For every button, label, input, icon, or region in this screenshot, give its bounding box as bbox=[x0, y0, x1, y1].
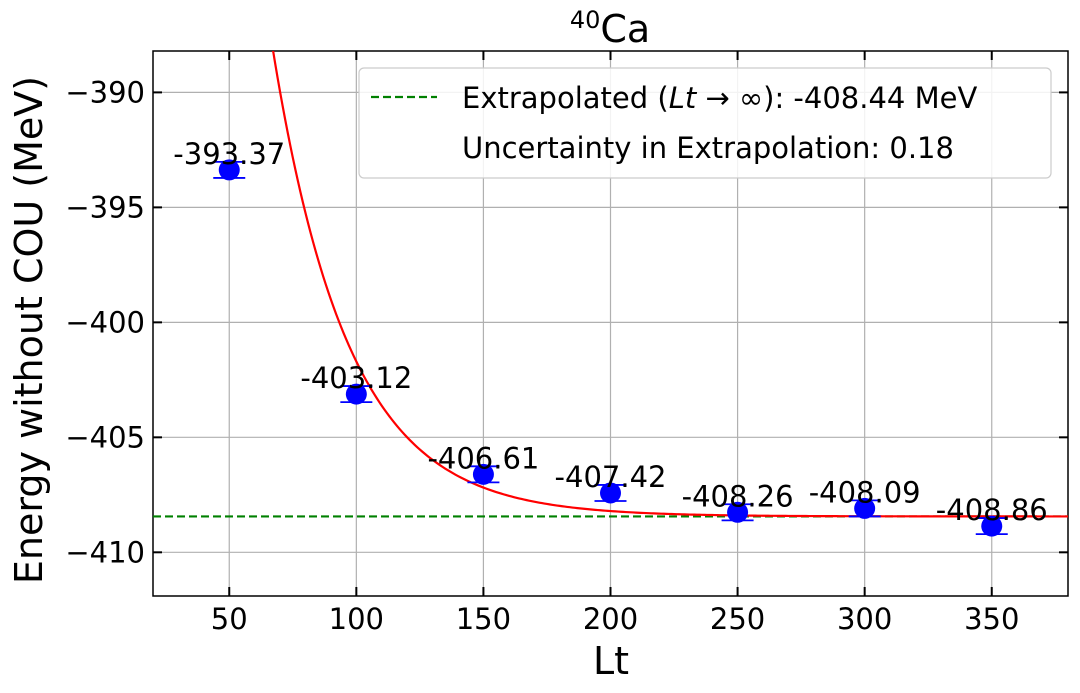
axis-ticks bbox=[153, 51, 1068, 596]
x-tick-label: 100 bbox=[329, 602, 384, 636]
data-points bbox=[213, 159, 1008, 537]
data-point bbox=[218, 159, 240, 181]
x-tick-labels: 50 100 150 200 250 300 350 bbox=[211, 602, 1020, 636]
x-tick-label: 300 bbox=[837, 602, 892, 636]
y-tick-label: −400 bbox=[65, 305, 145, 339]
x-tick-label: 150 bbox=[456, 602, 511, 636]
x-tick-label: 200 bbox=[583, 602, 638, 636]
legend: Extrapolated (Lt → ∞): -408.44 MeV Uncer… bbox=[358, 67, 1052, 179]
data-point bbox=[345, 383, 367, 405]
legend-extrapolated-label: Extrapolated (Lt → ∞): -408.44 MeV bbox=[462, 81, 977, 115]
data-label: -408.86 bbox=[936, 493, 1048, 527]
chart-title-main: Ca bbox=[600, 7, 650, 51]
data-labels: -393.37 -403.12 -406.61 -407.42 -408.26 -408.… bbox=[173, 137, 1047, 527]
data-label: -406.61 bbox=[427, 441, 539, 475]
x-tick-label: 250 bbox=[710, 602, 765, 636]
x-tick-label: 50 bbox=[211, 602, 248, 636]
y-tick-label: −390 bbox=[65, 75, 145, 109]
y-tick-label: −405 bbox=[65, 420, 145, 454]
data-label: -408.09 bbox=[809, 475, 921, 509]
data-label: -403.12 bbox=[300, 361, 412, 395]
y-axis-title: Energy without COU (MeV) bbox=[7, 76, 51, 584]
x-tick-label: 350 bbox=[964, 602, 1019, 636]
y-tick-labels: −390 −395 −400 −405 −410 bbox=[65, 75, 145, 569]
data-label: -408.26 bbox=[682, 479, 794, 513]
data-point bbox=[472, 463, 494, 485]
legend-box bbox=[358, 67, 1052, 179]
legend-uncertainty-label: Uncertainty in Extrapolation: 0.18 bbox=[462, 131, 954, 165]
x-axis-title: Lt bbox=[593, 639, 629, 683]
data-label: -407.42 bbox=[555, 460, 667, 494]
chart-title: 40Ca bbox=[570, 6, 650, 51]
y-tick-label: −410 bbox=[65, 535, 145, 569]
fit-curve bbox=[272, 51, 1068, 518]
data-point bbox=[600, 482, 621, 504]
chart-title-superscript: 40 bbox=[570, 6, 601, 34]
data-point bbox=[727, 501, 749, 523]
y-tick-label: −395 bbox=[65, 190, 145, 224]
data-label: -393.37 bbox=[173, 137, 285, 171]
data-point bbox=[981, 515, 1003, 537]
data-point bbox=[854, 497, 876, 519]
